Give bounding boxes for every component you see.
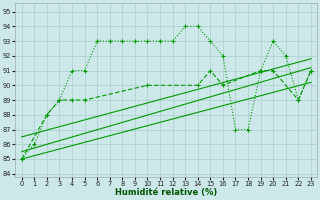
X-axis label: Humidité relative (%): Humidité relative (%) <box>115 188 218 197</box>
